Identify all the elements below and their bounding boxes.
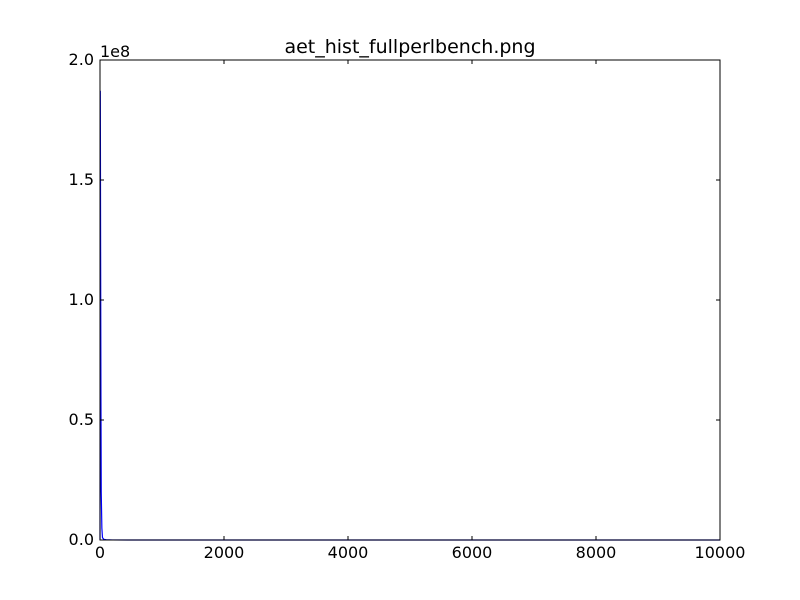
x-tick-label: 8000 bbox=[576, 543, 617, 562]
chart-title: aet_hist_fullperlbench.png bbox=[284, 36, 535, 58]
x-tick-label: 0 bbox=[95, 543, 105, 562]
y-tick-label: 0.5 bbox=[69, 410, 94, 429]
y-tick-label: 2.0 bbox=[69, 50, 94, 69]
x-tick-label: 6000 bbox=[452, 543, 493, 562]
y-tick-label: 1.0 bbox=[69, 290, 94, 309]
y-tick-label: 0.0 bbox=[69, 530, 94, 549]
y-tick-label: 1.5 bbox=[69, 170, 94, 189]
x-tick-label: 10000 bbox=[695, 543, 746, 562]
x-tick-label: 4000 bbox=[328, 543, 369, 562]
x-tick-label: 2000 bbox=[204, 543, 245, 562]
plot-area: 0 2000 4000 6000 8000 10000 0.0 0.5 1.0 1.5 2.0 bbox=[69, 50, 746, 562]
y-axis-offset-label: 1e8 bbox=[100, 42, 130, 61]
